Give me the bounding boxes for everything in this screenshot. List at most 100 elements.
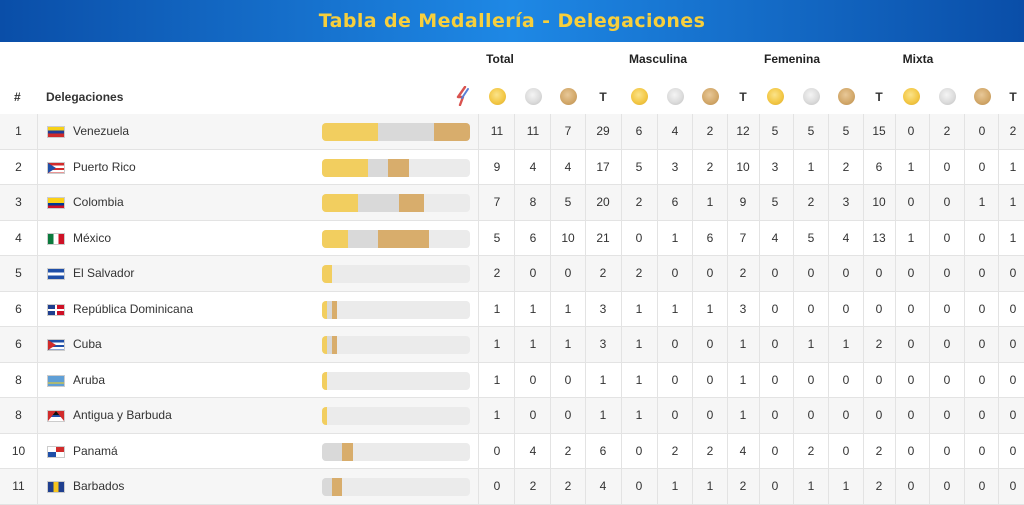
mixed-t-cell: 1 [1009,230,1017,245]
delegation-rows: 1 Venezuela 11 11 7 29 6 4 2 12 5 5 5 15 0 2 0 2 2 Puerto R… [0,114,1024,505]
column-divider [585,327,586,362]
table-row[interactable]: 8 Antigua y Barbuda 1 0 0 1 1 0 0 1 0 0 0 0 0 0 0 0 [0,398,1024,434]
mixed-t-cell: 0 [1009,301,1017,316]
column-divider [863,362,864,397]
table-row[interactable]: 6 República Dominicana 1 1 1 3 1 1 1 3 0 0 0 0 0 0 0 0 [0,291,1024,327]
bronze-medal-icon [701,88,719,105]
female-t-cell: 15 [872,124,886,139]
delegation-name[interactable]: México [73,230,112,245]
delegation-name[interactable]: Cuba [73,337,102,352]
mixed-silver-cell: 0 [943,266,951,281]
table-row[interactable]: 5 El Salvador 2 0 0 2 2 0 0 2 0 0 0 0 0 0 0 0 [0,256,1024,292]
column-divider [478,362,479,397]
column-divider [621,291,622,326]
total-silver-cell: 0 [529,372,537,387]
column-divider [895,362,896,397]
column-divider [692,327,693,362]
male-gold-cell: 2 [635,266,643,281]
mixed-t-cell: 2 [1009,124,1017,139]
column-divider [863,327,864,362]
female-silver-cell: 2 [807,443,815,458]
total-gold-cell: 2 [493,266,501,281]
table-row[interactable]: 4 México 5 6 10 21 0 1 6 7 4 5 4 13 1 0 0 1 [0,220,1024,256]
column-divider [478,220,479,255]
delegation-name[interactable]: Venezuela [73,124,130,139]
table-row[interactable]: 3 Colombia 7 8 5 20 2 6 1 9 5 2 3 10 0 0 1 1 [0,185,1024,221]
mixed-gold-cell: 0 [907,124,915,139]
total-t-cell: 17 [596,159,610,174]
female-bronze-cell: 0 [842,266,850,281]
column-divider [998,114,999,149]
column-divider [759,398,760,433]
total-gold-cell: 11 [490,124,504,139]
table-row[interactable]: 8 Aruba 1 0 0 1 1 0 0 1 0 0 0 0 0 0 0 0 [0,362,1024,398]
gold-bar-segment [322,336,328,354]
bronze-bar-segment [434,123,470,141]
total-silver-cell: 1 [529,301,537,316]
column-divider [621,185,622,220]
column-divider [793,185,794,220]
delegation-name[interactable]: Antigua y Barbuda [73,408,172,423]
delegations-header[interactable]: Delegaciones [46,90,124,104]
male-silver-cell: 1 [671,301,679,316]
delegation-name[interactable]: República Dominicana [73,301,194,316]
male-silver-cell: 3 [671,159,679,174]
male-gold-cell: 1 [635,372,643,387]
column-divider [998,327,999,362]
silver-bar-segment [367,158,389,177]
bronze-bar-segment [388,158,409,177]
mixed-silver-cell: 0 [943,337,951,352]
total-gold-cell: 1 [493,372,501,387]
delegation-name[interactable]: Colombia [73,195,124,210]
male-bronze-cell: 0 [706,266,714,281]
group-header-row: Total Masculina Femenina Mixta [0,42,1024,78]
column-divider [550,362,551,397]
delegation-name[interactable]: Barbados [73,479,125,494]
column-divider [692,398,693,433]
mixed-bronze-cell: 1 [978,195,986,210]
table-row[interactable]: 11 Barbados 0 2 2 4 0 1 1 2 0 1 1 2 0 0 0 0 [0,469,1024,505]
group-total-label: Total [486,52,514,66]
delegation-name[interactable]: Panamá [73,443,118,458]
gold-bar-segment [322,300,328,319]
female-t-cell: 2 [875,443,883,458]
table-row[interactable]: 1 Venezuela 11 11 7 29 6 4 2 12 5 5 5 15 0 2 0 2 [0,114,1024,150]
silver-bar-segment [327,336,333,354]
female-silver-cell: 0 [807,266,815,281]
female-gold-cell: 5 [771,124,779,139]
delegation-name[interactable]: Puerto Rico [73,159,136,174]
mixed-t-cell: 0 [1009,479,1017,494]
column-divider [998,398,999,433]
total-t-cell: 1 [599,372,607,387]
male-silver-cell: 1 [671,479,679,494]
flag-icon [47,481,65,493]
table-row[interactable]: 2 Puerto Rico 9 4 4 17 5 3 2 10 3 1 2 6 1 0 0 1 [0,149,1024,185]
column-divider [863,114,864,149]
total-t-cell: 1 [599,408,607,423]
gold-medal-icon [630,88,648,105]
female-bronze-cell: 5 [842,124,850,139]
delegation-name[interactable]: Aruba [73,372,106,387]
column-divider [828,185,829,220]
table-row[interactable]: 10 Panamá 0 4 2 6 0 2 2 4 0 2 0 2 0 0 0 0 [0,433,1024,469]
female-t-cell: 2 [875,479,883,494]
female-silver-cell: 2 [807,195,815,210]
total-gold-cell: 1 [493,337,501,352]
column-divider [657,220,658,255]
flag-icon [47,161,65,174]
delegation-name[interactable]: El Salvador [73,266,135,281]
total-t-header: T [599,90,607,104]
male-bronze-cell: 1 [706,479,714,494]
flag-icon [47,339,65,351]
mixed-silver-cell: 0 [943,408,951,423]
column-divider [727,362,728,397]
column-divider [929,256,930,291]
column-divider [895,114,896,149]
table-row[interactable]: 6 Cuba 1 1 1 3 1 0 0 1 0 1 1 2 0 0 0 0 [0,327,1024,363]
column-divider [514,256,515,291]
sort-arrows-icon[interactable] [454,86,472,106]
female-t-cell: 0 [875,266,883,281]
column-divider [964,327,965,362]
female-bronze-cell: 0 [842,443,850,458]
column-divider [929,433,930,468]
